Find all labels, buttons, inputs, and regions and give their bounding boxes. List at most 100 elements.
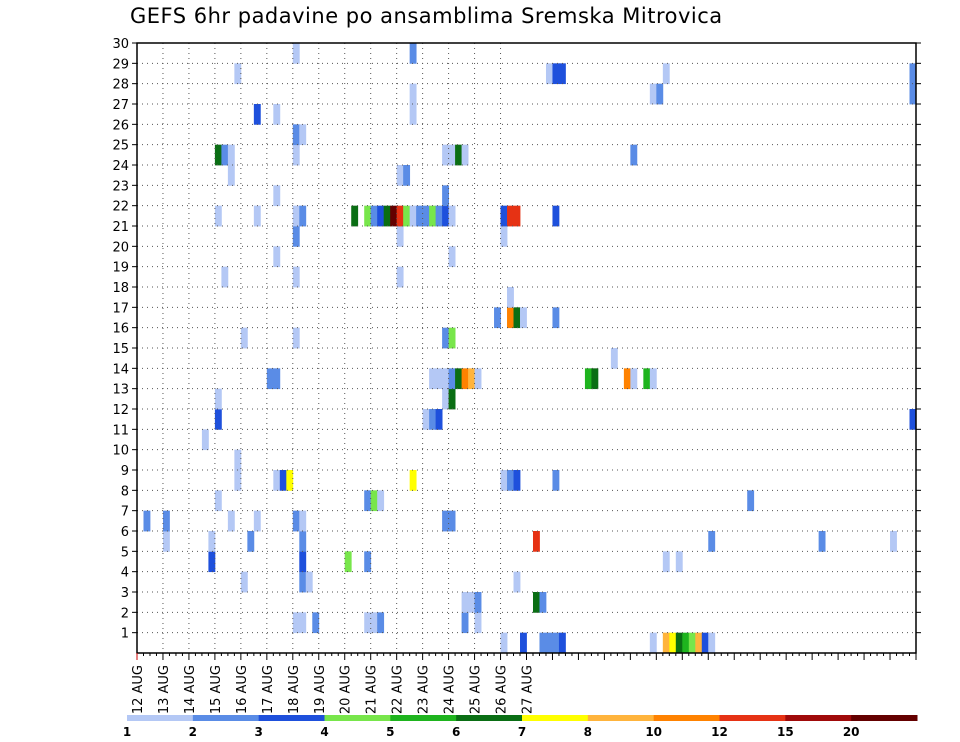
heatmap-cell [273,368,281,390]
heatmap-cell [669,632,677,654]
heatmap-cell [448,246,456,268]
heatmap-cell [708,632,716,654]
heatmap-cell [143,510,151,532]
y-tick-label: 6 [121,525,129,540]
heatmap-cell [292,510,300,532]
heatmap-cell [909,83,917,105]
heatmap-cell [409,205,417,227]
heatmap-cell [500,226,508,247]
heatmap-cell [448,368,456,390]
colorbar-label: 1 [123,725,131,739]
heatmap-cell [370,490,378,512]
heatmap-cell [455,368,462,390]
heatmap-cells [143,43,917,654]
heatmap-cell [214,205,222,227]
y-tick-label: 8 [121,484,129,499]
heatmap-cell [662,63,670,85]
colorbar-swatch [192,715,260,721]
heatmap-cell [545,632,553,654]
heatmap-cell [377,205,385,227]
colorbar: 1 2 3 4 5 6 7 8 10 12 15 20 [123,715,918,739]
y-tick-label: 14 [112,362,129,377]
x-tick-label: 16 AUG [235,665,250,714]
heatmap-cell [429,368,437,390]
heatmap-cell [435,205,443,227]
heatmap-cell [662,551,670,573]
y-tick-label: 29 [112,57,129,72]
heatmap-cell [435,409,443,430]
heatmap-cell [520,307,527,329]
chart-title: GEFS 6hr padavine po ansamblima Sremska … [130,4,723,28]
x-tick-label: 15 AUG [209,665,224,714]
heatmap-cell [461,612,469,634]
heatmap-cell [682,632,690,654]
heatmap-cell [708,531,716,552]
heatmap-cell [429,205,437,227]
y-tick-label: 17 [112,301,129,316]
heatmap-cell [422,205,430,227]
y-tick-label: 23 [112,179,129,194]
heatmap-cell [442,205,449,227]
heatmap-cell [351,205,359,227]
heatmap-cell [370,612,378,634]
y-tick-label: 2 [121,606,129,621]
y-tick-label: 25 [112,139,129,154]
x-tick-label: 14 AUG [183,665,198,714]
heatmap-cell [253,104,261,125]
x-axis-labels: 12 AUG 13 AUG 14 AUG 15 AUG 16 AUG 17 AUG 18 A… [131,665,536,714]
heatmap-cell [396,226,404,247]
heatmap-cell [422,409,430,430]
heatmap-cell [364,205,372,227]
heatmap-cell [396,205,404,227]
heatmap-cell [234,470,242,491]
x-tick-label: 18 AUG [287,665,302,714]
heatmap-cell [409,470,417,491]
heatmap-cell [552,470,560,491]
heatmap-cell [208,551,216,573]
heatmap-cell [513,571,521,593]
heatmap-cell [273,470,281,491]
heatmap-cell [162,510,170,532]
heatmap-cell [286,470,294,491]
y-tick-label: 1 [121,627,129,642]
heatmap-cell [442,144,449,166]
heatmap-cell [299,124,307,146]
heatmap-cell [292,124,300,146]
heatmap-cell [649,83,657,105]
heatmap-cell [500,632,508,654]
heatmap-cell [234,63,242,85]
y-tick-label: 7 [121,505,129,520]
y-tick-label: 30 [112,37,129,52]
heatmap-cell [494,307,501,329]
colorbar-swatch [653,715,720,721]
heatmap-cell [513,205,521,227]
heatmap-cell [513,470,521,491]
colorbar-swatch [522,715,589,721]
x-tick-label: 24 AUG [443,665,458,714]
y-tick-label: 24 [112,159,129,174]
colorbar-label: 15 [777,725,794,739]
y-tick-label: 26 [112,118,129,133]
heatmap-cell [532,531,540,552]
heatmap-cell [675,551,683,573]
heatmap-cell [435,368,443,390]
colorbar-swatch [456,715,523,721]
heatmap-cell [507,470,514,491]
y-tick-label: 22 [112,200,129,215]
heatmap-cell [292,266,300,288]
heatmap-cell [383,205,391,227]
y-tick-label: 9 [121,464,129,479]
x-tick-label: 17 AUG [261,665,276,714]
heatmap-cell [552,63,560,85]
x-tick-label: 27 AUG [521,665,536,714]
heatmap-cell [364,490,372,512]
y-tick-label: 18 [112,281,129,296]
heatmap-cell [448,327,456,349]
heatmap-cell [649,368,657,390]
heatmap-cell [299,531,307,552]
heatmap-cell [539,632,547,654]
heatmap-cell [649,632,657,654]
x-tick-label: 12 AUG [131,665,146,714]
heatmap-cell [227,144,235,166]
